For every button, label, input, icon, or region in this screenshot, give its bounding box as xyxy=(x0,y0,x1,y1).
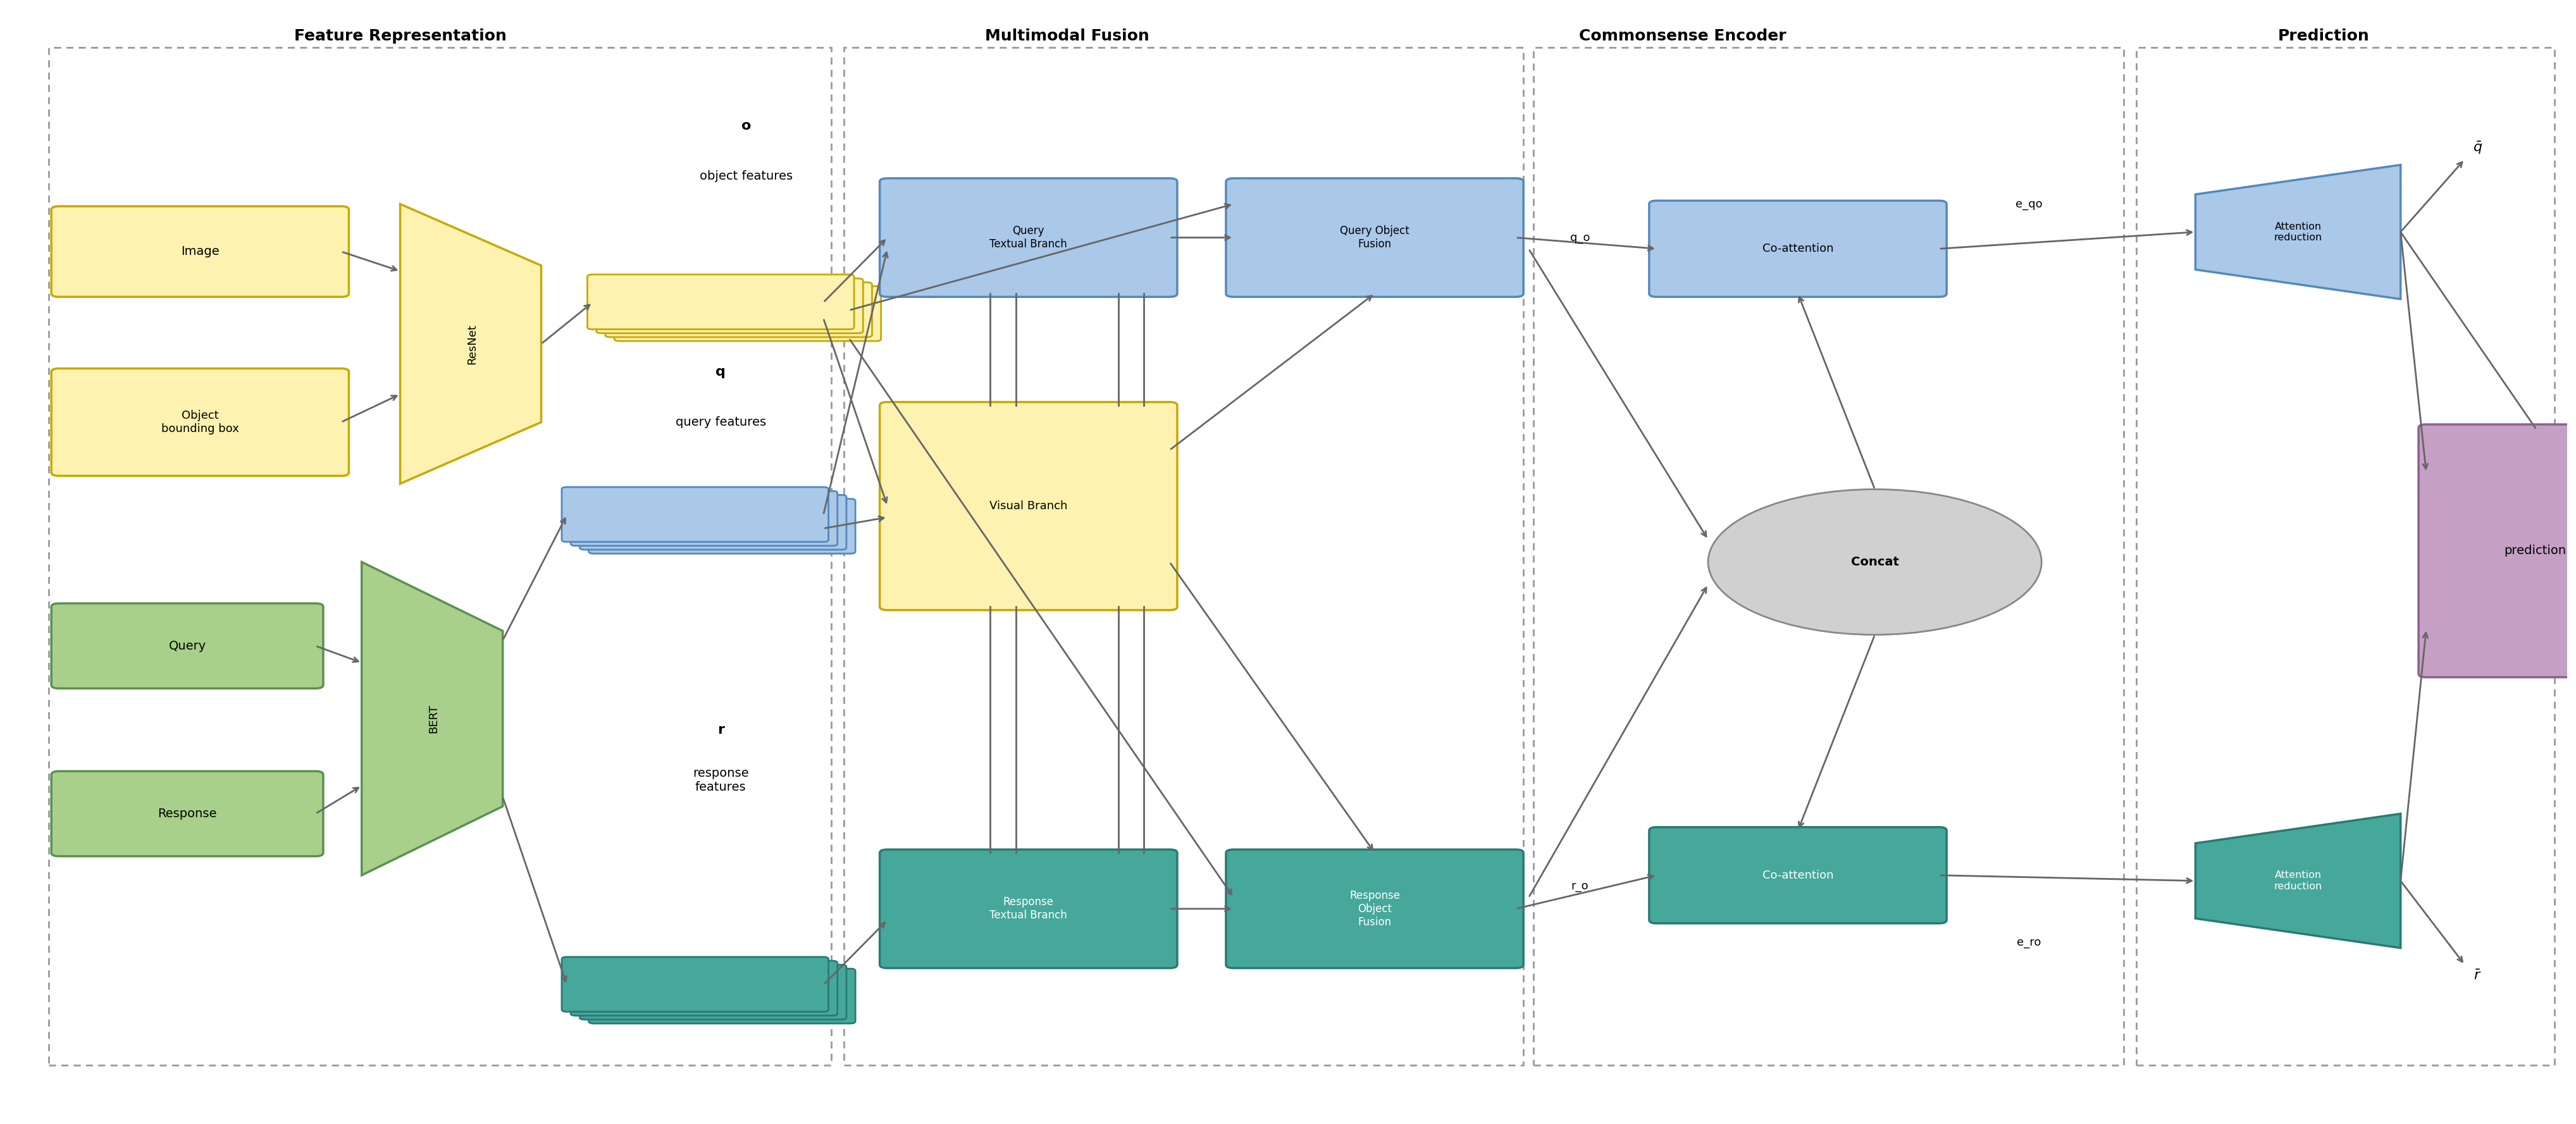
Circle shape xyxy=(1708,489,2043,635)
Polygon shape xyxy=(2195,814,2401,948)
Text: $\bar{r}$: $\bar{r}$ xyxy=(2473,970,2481,982)
FancyBboxPatch shape xyxy=(1649,827,1947,923)
Text: object features: object features xyxy=(701,170,793,182)
Text: Feature Representation: Feature Representation xyxy=(294,28,507,44)
FancyBboxPatch shape xyxy=(881,179,1177,297)
FancyBboxPatch shape xyxy=(572,961,837,1016)
Text: $\bar{q}$: $\bar{q}$ xyxy=(2473,140,2483,156)
FancyBboxPatch shape xyxy=(2419,425,2576,678)
FancyBboxPatch shape xyxy=(52,369,348,475)
Bar xyxy=(49,47,832,1066)
Bar xyxy=(2136,47,2555,1066)
Polygon shape xyxy=(361,562,502,876)
FancyBboxPatch shape xyxy=(598,279,863,333)
Text: q_o: q_o xyxy=(1569,232,1589,243)
FancyBboxPatch shape xyxy=(580,964,848,1019)
FancyBboxPatch shape xyxy=(587,274,855,329)
Text: Query Object
Fusion: Query Object Fusion xyxy=(1340,225,1409,250)
Text: o: o xyxy=(742,119,752,132)
Text: Query
Textual Branch: Query Textual Branch xyxy=(989,225,1066,250)
FancyBboxPatch shape xyxy=(1649,201,1947,297)
Text: Prediction: Prediction xyxy=(2277,28,2370,44)
FancyBboxPatch shape xyxy=(605,282,873,337)
Text: response
features: response features xyxy=(693,768,750,794)
Bar xyxy=(1533,47,2123,1066)
Text: prediction: prediction xyxy=(2504,545,2566,556)
Text: BERT: BERT xyxy=(428,704,438,733)
FancyBboxPatch shape xyxy=(590,499,855,554)
Text: query features: query features xyxy=(675,416,765,428)
Text: Concat: Concat xyxy=(1850,556,1899,568)
Text: Multimodal Fusion: Multimodal Fusion xyxy=(984,28,1149,44)
FancyBboxPatch shape xyxy=(1226,850,1522,968)
Polygon shape xyxy=(2195,165,2401,299)
FancyBboxPatch shape xyxy=(562,957,829,1012)
FancyBboxPatch shape xyxy=(562,487,829,542)
Text: ResNet: ResNet xyxy=(466,324,477,364)
Text: r: r xyxy=(716,724,724,736)
FancyBboxPatch shape xyxy=(881,850,1177,968)
FancyBboxPatch shape xyxy=(572,491,837,546)
Text: Attention
reduction: Attention reduction xyxy=(2275,221,2321,242)
FancyBboxPatch shape xyxy=(1226,179,1522,297)
Text: Query: Query xyxy=(167,640,206,652)
Text: Commonsense Encoder: Commonsense Encoder xyxy=(1579,28,1785,44)
Text: Image: Image xyxy=(180,245,219,257)
FancyBboxPatch shape xyxy=(613,287,881,341)
Text: Object
bounding box: Object bounding box xyxy=(162,410,240,435)
FancyBboxPatch shape xyxy=(881,402,1177,610)
Text: Attention
reduction: Attention reduction xyxy=(2275,871,2321,891)
FancyBboxPatch shape xyxy=(590,969,855,1024)
FancyBboxPatch shape xyxy=(52,206,348,297)
Text: Response: Response xyxy=(157,808,216,819)
FancyBboxPatch shape xyxy=(580,495,848,550)
Text: q: q xyxy=(716,365,726,378)
FancyBboxPatch shape xyxy=(52,771,322,856)
Text: Co-attention: Co-attention xyxy=(1762,243,1834,254)
Text: Response
Textual Branch: Response Textual Branch xyxy=(989,897,1066,921)
FancyBboxPatch shape xyxy=(52,604,322,688)
Text: r_o: r_o xyxy=(1571,881,1589,892)
Text: Visual Branch: Visual Branch xyxy=(989,500,1066,511)
Bar xyxy=(845,47,1522,1066)
Text: e_qo: e_qo xyxy=(2014,198,2043,210)
Text: Response
Object
Fusion: Response Object Fusion xyxy=(1350,890,1399,927)
Polygon shape xyxy=(399,205,541,483)
Text: Co-attention: Co-attention xyxy=(1762,870,1834,881)
Text: e_ro: e_ro xyxy=(2017,936,2040,948)
